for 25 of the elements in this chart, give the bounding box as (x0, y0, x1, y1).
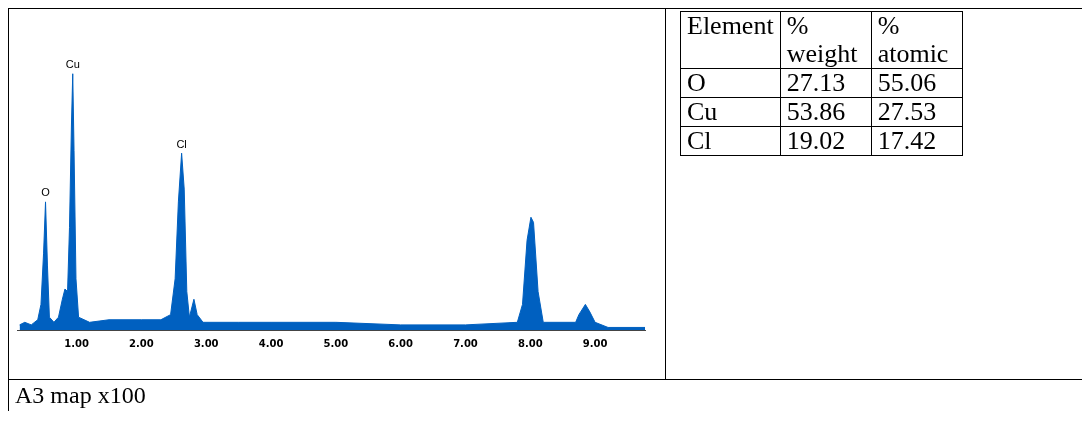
category-label: Cl (680, 126, 781, 156)
x-tick-label: 5.00 (323, 337, 349, 349)
data-label: 27.53 (871, 97, 963, 127)
legend-label: % atomic (871, 11, 963, 69)
x-tick-label: 8.00 (517, 337, 543, 349)
x-tick-label: 2.00 (129, 337, 154, 349)
x-tick-label: 4.00 (258, 337, 284, 349)
data-label: 53.86 (780, 97, 872, 127)
x-tick-label: 9.00 (582, 337, 608, 349)
x-tick-label: 1.00 (64, 337, 89, 349)
category-label: O (680, 68, 781, 98)
data-label: 17.42 (871, 126, 963, 156)
category-label: Cu (680, 97, 781, 127)
x-tick-label: 6.00 (388, 337, 414, 349)
annotation: Cu (65, 58, 80, 71)
legend-label: % weight (780, 11, 872, 69)
x-tick-label: 7.00 (453, 337, 478, 349)
x-tick-label: 3.00 (193, 337, 219, 349)
annotation: O (41, 186, 51, 199)
annotation: Cl (176, 137, 187, 150)
data-label: 19.02 (780, 126, 872, 156)
data-label: 27.13 (780, 68, 872, 98)
legend-title: Element (680, 11, 781, 69)
text: A3 map x100 (15, 382, 147, 409)
data-label: 55.06 (871, 68, 963, 98)
